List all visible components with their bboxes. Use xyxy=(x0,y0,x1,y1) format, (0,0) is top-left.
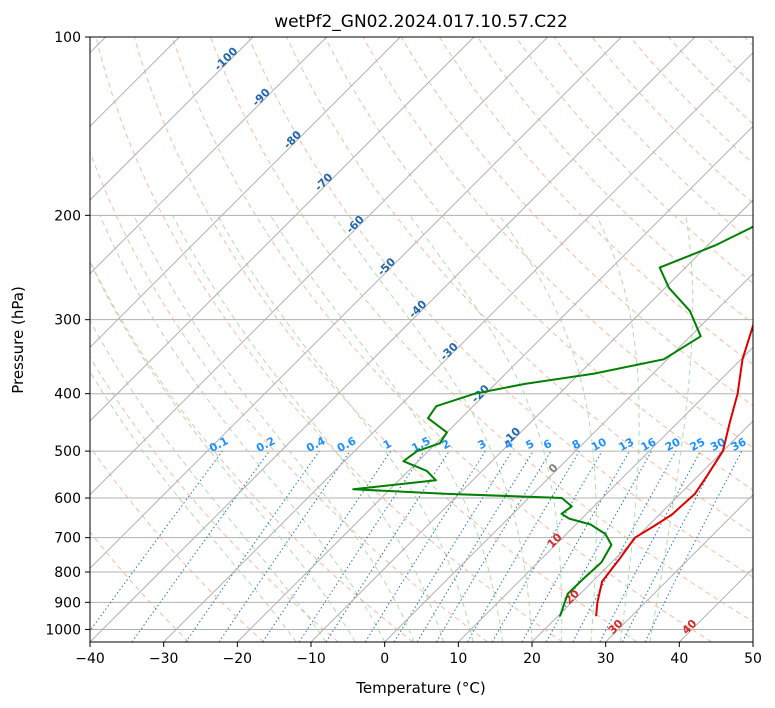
mixing-ratio-line xyxy=(262,450,392,642)
isotherm-line xyxy=(90,37,549,496)
pressure-gridlines xyxy=(90,37,753,630)
isotherm-line xyxy=(90,37,475,422)
y-tick-label: 200 xyxy=(54,208,81,224)
mixing-ratio-line xyxy=(545,450,653,642)
x-tick-label: −40 xyxy=(75,651,105,667)
y-axis-label: Pressure (hPa) xyxy=(9,286,27,394)
dry-adiabat-line xyxy=(90,356,339,642)
x-tick-label: 0 xyxy=(380,651,389,667)
x-tick-label: 10 xyxy=(449,651,467,667)
dry-adiabat-line xyxy=(248,37,753,578)
temperature-profile-line xyxy=(595,322,753,617)
isotherm-line xyxy=(384,272,753,642)
y-axis: 100 200 300 400 500 600 700 800 900 1000 xyxy=(45,30,90,638)
chart-title: wetPf2_GN02.2024.017.10.57.C22 xyxy=(274,12,568,32)
isotherm-line xyxy=(457,346,753,642)
isotherm-line xyxy=(90,37,622,570)
y-tick-label: 500 xyxy=(54,444,81,460)
mixing-ratio-line xyxy=(218,450,351,642)
x-axis-label: Temperature (°C) xyxy=(355,679,485,697)
y-tick-label: 700 xyxy=(54,531,81,547)
isotherm-line xyxy=(90,37,401,349)
x-tick-label: −20 xyxy=(223,651,253,667)
plot-frame xyxy=(89,36,754,643)
dry-adiabat-line xyxy=(438,37,753,366)
moist-adiabat-line xyxy=(90,260,356,642)
profile-series xyxy=(352,225,753,617)
y-tick-label: 300 xyxy=(54,313,81,329)
moist-adiabats xyxy=(90,215,694,642)
moist-adiabat-line xyxy=(133,215,415,642)
dry-adiabat-line xyxy=(90,445,264,642)
moist-adiabat-line xyxy=(649,215,694,642)
dry-adiabat-line xyxy=(90,150,488,642)
moist-adiabat-line xyxy=(172,215,445,642)
moist-adiabat-line xyxy=(90,370,297,642)
y-tick-label: 400 xyxy=(54,387,81,403)
mixing-ratio-line xyxy=(521,450,630,642)
mixing-ratio-label: 25 xyxy=(688,435,708,454)
dry-adiabat-line xyxy=(515,37,753,284)
y-tick-label: 100 xyxy=(54,30,81,46)
moist-adiabat-line xyxy=(409,215,563,642)
x-tick-label: −30 xyxy=(149,651,179,667)
isotherm-line xyxy=(310,199,753,642)
dry-adiabat-line xyxy=(400,37,753,407)
x-axis: −40 −30 −20 −10 0 10 20 30 40 50 xyxy=(75,642,762,667)
moist-adiabat-line xyxy=(270,215,503,642)
mixing-ratio-lines xyxy=(90,450,743,642)
y-tick-label: 800 xyxy=(54,565,81,581)
isotherm-line xyxy=(163,51,753,642)
isotherm-line xyxy=(90,37,254,201)
x-tick-label: 50 xyxy=(744,651,762,667)
dry-adiabat-line xyxy=(171,37,712,642)
mixing-ratio-line xyxy=(185,450,320,642)
mixing-ratio-label: 36 xyxy=(729,435,749,454)
dry-adiabat-line xyxy=(90,531,190,642)
mixing-ratio-line xyxy=(90,450,223,632)
x-tick-label: −10 xyxy=(296,651,326,667)
isotherm-line xyxy=(90,37,328,275)
x-tick-label: 40 xyxy=(670,651,688,667)
isotherm-line xyxy=(236,125,753,642)
mixing-ratio-line xyxy=(416,450,534,642)
mixing-ratio-label: 16 xyxy=(639,435,659,454)
mixing-ratio-line xyxy=(325,450,450,642)
plot-area: 0.1 0.2 0.4 0.6 1 1.5 2 3 4 5 6 8 10 13 16 20 25 30 36-100… xyxy=(90,37,753,642)
moist-adiabat-line xyxy=(90,319,327,642)
y-tick-label: 1000 xyxy=(45,622,81,638)
mixing-ratio-line xyxy=(131,450,270,642)
moist-adiabat-line xyxy=(596,215,640,642)
isotherm-line xyxy=(90,37,696,642)
isotherm-line xyxy=(605,493,753,642)
moist-adiabat-line xyxy=(333,215,533,642)
dewpoint-profile-line xyxy=(352,225,753,617)
moist-adiabat-line xyxy=(217,215,474,642)
y-tick-label: 600 xyxy=(54,491,81,507)
mixing-ratio-label: 10 xyxy=(589,435,609,454)
dry-adiabat-line xyxy=(133,37,638,642)
mixing-ratio-line xyxy=(644,450,743,642)
x-tick-label: 20 xyxy=(523,651,541,667)
dry-adiabat-line xyxy=(210,37,753,623)
x-tick-label: 30 xyxy=(597,651,615,667)
y-tick-label: 900 xyxy=(54,595,81,611)
mixing-ratio-label: 20 xyxy=(663,435,683,454)
mixing-ratio-label: 13 xyxy=(617,435,637,454)
mixing-ratio-line xyxy=(572,450,677,642)
moist-adiabat-line xyxy=(499,215,597,642)
mixing-ratio-line xyxy=(298,450,425,642)
